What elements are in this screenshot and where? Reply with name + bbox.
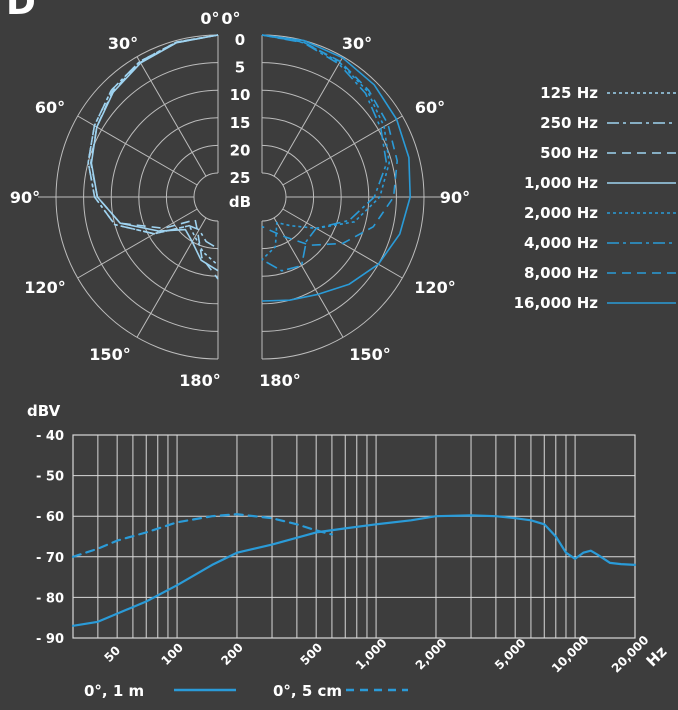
- polar-grid-spoke: [136, 217, 207, 338]
- freq-series-line: [71, 513, 333, 558]
- legend-entry-label: 500 Hz: [540, 144, 598, 162]
- freq-x-tick-label: 500: [298, 640, 326, 668]
- polar-angle-label: 30°: [342, 34, 372, 53]
- polar-series-line: [90, 34, 219, 272]
- polar-angle-label: 180°: [259, 371, 300, 390]
- polar-angle-label: 60°: [415, 98, 445, 117]
- polar-radial-tick-label: 15: [230, 114, 251, 132]
- legend-entry-label: 4,000 Hz: [524, 234, 598, 252]
- polar-angle-label: 150°: [89, 345, 130, 364]
- freq-legend-label: 0°, 5 cm: [273, 682, 342, 700]
- polar-angle-label: 120°: [24, 278, 65, 297]
- legend-entry-label: 16,000 Hz: [514, 294, 599, 312]
- polar-angle-label: 30°: [108, 34, 138, 53]
- legend-entry-label: 8,000 Hz: [524, 264, 598, 282]
- freq-y-tick-label: - 50: [36, 470, 64, 485]
- freq-y-tick-label: - 90: [36, 632, 64, 647]
- polar-radial-tick-label: 0: [235, 31, 245, 49]
- freq-legend-label: 0°, 1 m: [84, 682, 144, 700]
- freq-x-tick-label: 2,000: [413, 636, 450, 673]
- polar-grid-ring: [261, 172, 287, 222]
- freq-x-tick-label: 1,000: [353, 636, 390, 673]
- polar-grid-ring: [193, 172, 219, 222]
- polar-grid-spoke: [282, 115, 403, 186]
- freq-x-tick-label: 10,000: [549, 633, 592, 676]
- legend-entry-label: 1,000 Hz: [524, 174, 598, 192]
- polar-angle-label: 180°: [179, 371, 220, 390]
- freq-y-tick-label: - 40: [36, 429, 64, 444]
- polar-angle-label: 90°: [10, 188, 40, 207]
- polar-angle-label: 120°: [414, 278, 455, 297]
- freq-x-tick-label: 5,000: [492, 636, 529, 673]
- polar-angle-label: 150°: [349, 345, 390, 364]
- polar-angle-label: 0°: [221, 9, 240, 28]
- polar-series-line: [261, 34, 390, 261]
- freq-y-tick-label: - 70: [36, 551, 64, 566]
- polar-series-line: [90, 34, 219, 280]
- polar-radial-tick-label: 5: [235, 59, 245, 77]
- polar-radial-tick-label: 20: [230, 141, 251, 159]
- polar-series-line: [261, 34, 398, 246]
- legend-entry-label: 250 Hz: [540, 114, 598, 132]
- polar-grid-spoke: [77, 208, 198, 279]
- polar-chart: 0° 0° 30° 30° 60° 60° 90° 90° 120° 120° 150° 150° 18…: [10, 9, 470, 390]
- legend-entry-label: 125 Hz: [540, 84, 598, 102]
- freq-y-axis-label: dBV: [27, 402, 61, 420]
- polar-angle-label: 0°: [200, 9, 219, 28]
- polar-radial-unit: dB: [229, 193, 251, 211]
- polar-grid-spoke: [136, 56, 207, 177]
- legend-entry-label: 2,000 Hz: [524, 204, 598, 222]
- panel-letter: D: [6, 0, 36, 23]
- polar-legend: 125 Hz 250 Hz 500 Hz 1,000 Hz 2,000 Hz 4,000 …: [514, 84, 676, 312]
- freq-x-tick-label: 200: [218, 640, 246, 668]
- polar-angle-label: 60°: [35, 98, 65, 117]
- polar-radial-tick-label: 25: [230, 169, 251, 187]
- freq-y-tick-label: - 80: [36, 591, 64, 606]
- polar-angle-label: 90°: [440, 188, 470, 207]
- polar-grid-spoke: [273, 56, 344, 177]
- polar-series-line: [261, 34, 411, 302]
- polar-grid-spoke: [77, 115, 198, 186]
- freq-series-line: [71, 514, 637, 627]
- freq-y-tick-label: - 60: [36, 510, 64, 525]
- frequency-response-chart: - 40 - 50 - 60 - 70 - 80 - 90 dBV 50 100 200 500 1,…: [27, 402, 671, 700]
- polar-radial-tick-label: 10: [230, 86, 251, 104]
- freq-x-tick-label: 100: [158, 640, 186, 668]
- polar-series-line: [261, 34, 388, 272]
- polar-series-line: [87, 34, 219, 250]
- freq-x-tick-label: 50: [101, 643, 123, 665]
